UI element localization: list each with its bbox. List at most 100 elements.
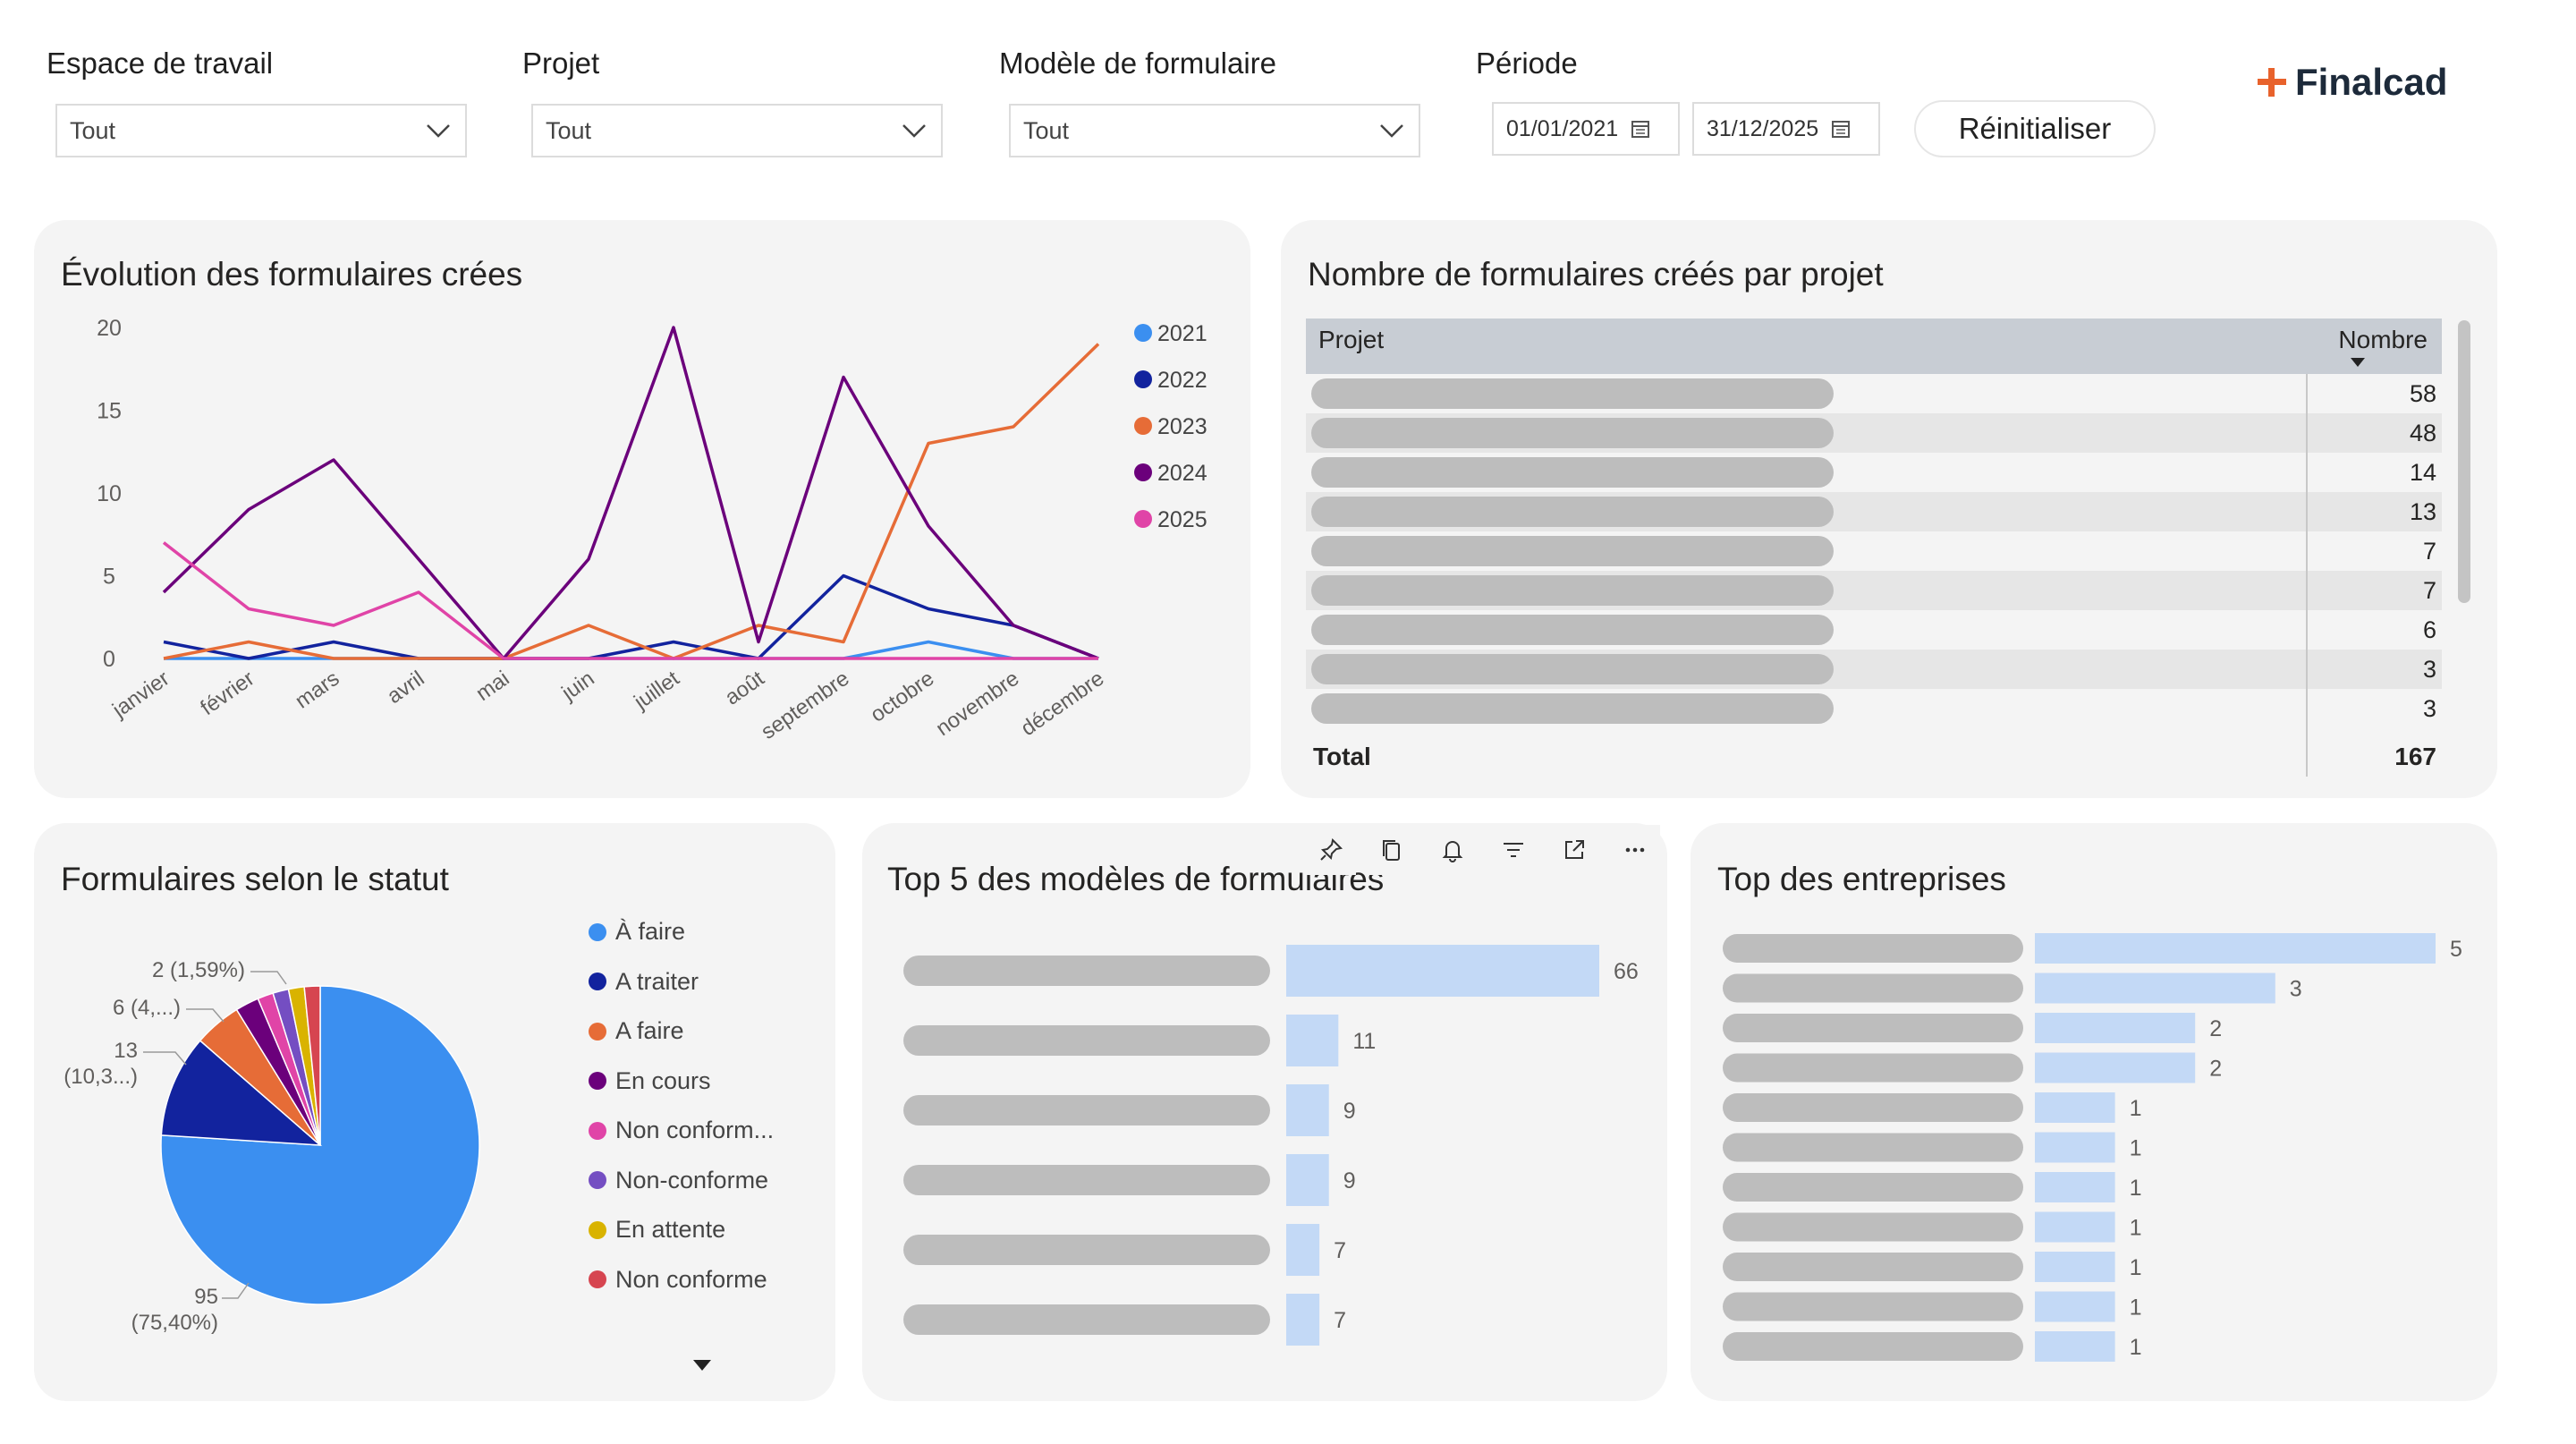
legend-label: A faire <box>615 1017 684 1044</box>
col-count-header[interactable]: Nombre <box>2338 326 2428 353</box>
table-scrollbar[interactable] <box>2458 320 2470 603</box>
table-row[interactable]: 13 <box>1306 492 2442 531</box>
bar[interactable] <box>1286 1015 1339 1066</box>
form-model-select-value: Tout <box>1023 116 1070 144</box>
row-count: 7 <box>2422 538 2436 565</box>
redacted-category-label <box>903 1165 1270 1195</box>
evolution-card: Évolution des formulaires crées 0 5 10 15 20… <box>34 220 1250 798</box>
pie-label-percent: (75,40%) <box>131 1311 218 1335</box>
bar-value-label: 1 <box>2130 1176 2142 1201</box>
workspace-select-value: Tout <box>70 116 116 144</box>
bar[interactable] <box>2035 1211 2115 1243</box>
bar[interactable] <box>2035 973 2275 1004</box>
more-options-button[interactable] <box>1610 825 1660 875</box>
legend-label: Non-conforme <box>615 1166 769 1193</box>
sort-desc-icon[interactable] <box>2349 356 2367 369</box>
bar[interactable] <box>2035 1252 2115 1282</box>
redacted-category-label <box>1723 1253 2023 1281</box>
bar[interactable] <box>1286 1224 1320 1276</box>
redacted-project-name <box>1311 693 1834 724</box>
row-count: 14 <box>2409 459 2436 486</box>
pie-label-count: 95 <box>194 1285 218 1309</box>
legend-item[interactable]: À faire <box>589 918 685 946</box>
companies-title: Top des entreprises <box>1717 861 2006 897</box>
project-select[interactable]: Tout <box>531 104 943 157</box>
copy-button[interactable] <box>1367 825 1417 875</box>
logo-text: Finalcad <box>2295 61 2448 103</box>
redacted-project-name <box>1311 615 1834 645</box>
redacted-project-name <box>1311 457 1834 488</box>
legend-item[interactable]: A faire <box>589 1017 684 1045</box>
bar[interactable] <box>1286 1084 1329 1136</box>
legend-item[interactable]: Non conforme <box>589 1266 767 1294</box>
leader-line <box>143 1051 187 1066</box>
legend-label: 2022 <box>1157 368 1208 393</box>
legend-dot <box>589 1121 606 1140</box>
bar[interactable] <box>2035 1132 2115 1163</box>
table-row[interactable]: 48 <box>1306 413 2442 453</box>
per-project-title: Nombre de formulaires créés par projet <box>1308 256 1884 293</box>
form-model-select[interactable]: Tout <box>1009 104 1420 157</box>
legend-label: 2023 <box>1157 414 1208 439</box>
redacted-category-label <box>1723 1093 2023 1122</box>
status-card: Formulaires selon le statut 95 (75,40%) 13… <box>34 823 835 1401</box>
bar[interactable] <box>2035 1052 2196 1083</box>
series-line-2022 <box>163 573 1099 660</box>
x-tick-label: février <box>196 667 258 720</box>
form-model-filter-label: Modèle de formulaire <box>999 47 1276 80</box>
bar-value-label: 5 <box>2450 937 2462 962</box>
companies-card: Top des entreprises 5 3 2 2 1 1 1 1 1 1 1 <box>1690 823 2497 1401</box>
redacted-category-label <box>1723 1014 2023 1042</box>
bar-value-label: 3 <box>2290 977 2302 1002</box>
legend-label: En attente <box>615 1216 726 1243</box>
table-row[interactable]: 3 <box>1306 689 2442 728</box>
period-start-value: 01/01/2021 <box>1506 115 1619 141</box>
period-end-date[interactable]: 31/12/2025 <box>1692 102 1880 156</box>
bar[interactable] <box>2035 1092 2115 1123</box>
bar-value-label: 9 <box>1343 1099 1356 1124</box>
table-row[interactable]: 3 <box>1306 650 2442 689</box>
bar[interactable] <box>2035 1172 2115 1202</box>
bar[interactable] <box>2035 1331 2115 1362</box>
bar[interactable] <box>1286 1154 1329 1206</box>
table-row[interactable]: 7 <box>1306 531 2442 571</box>
bar-value-label: 2 <box>2209 1057 2222 1082</box>
legend-item[interactable]: A traiter <box>589 968 699 996</box>
pin-button[interactable] <box>1306 825 1356 875</box>
table-row[interactable]: 14 <box>1306 453 2442 492</box>
table-row[interactable]: 7 <box>1306 571 2442 610</box>
focus-mode-button[interactable] <box>1549 825 1599 875</box>
row-count: 3 <box>2422 656 2436 683</box>
bar[interactable] <box>2035 933 2436 964</box>
bar[interactable] <box>2035 1013 2196 1043</box>
filter-button[interactable] <box>1488 825 1538 875</box>
bar[interactable] <box>1286 945 1599 997</box>
col-project-header[interactable]: Projet <box>1318 326 1385 353</box>
legend-item[interactable]: En cours <box>589 1067 711 1095</box>
y-tick-label: 10 <box>97 481 122 506</box>
pie-slice <box>160 985 480 1305</box>
legend-scroll-down-icon[interactable] <box>691 1356 714 1374</box>
workspace-select[interactable]: Tout <box>55 104 467 157</box>
bar-value-label: 7 <box>1334 1238 1346 1263</box>
bar-value-label: 9 <box>1343 1168 1356 1193</box>
x-tick-label: avril <box>383 667 429 709</box>
pie-chart: 95(75,40%) 13(10,3...) 6 (4,...) 2 (1,59%) <box>64 958 480 1335</box>
expand-icon <box>1565 840 1584 859</box>
y-tick-label: 15 <box>97 399 122 424</box>
top5-card: Top 5 des modèles de formulaires 66 11 9 9 7… <box>862 823 1667 1401</box>
period-start-date[interactable]: 01/01/2021 <box>1492 102 1680 156</box>
alert-button[interactable] <box>1428 825 1478 875</box>
legend-label: 2025 <box>1157 507 1208 532</box>
table-row[interactable]: 58 <box>1306 374 2442 413</box>
legend-item[interactable]: En attente <box>589 1216 725 1244</box>
legend-item[interactable]: Non conform... <box>589 1117 774 1144</box>
redacted-category-label <box>903 1025 1270 1056</box>
table-row[interactable]: 6 <box>1306 610 2442 650</box>
legend-dot <box>589 1072 606 1090</box>
reset-button[interactable]: Réinitialiser <box>1914 100 2156 157</box>
per-project-card: Nombre de formulaires créés par projet P… <box>1281 220 2497 798</box>
legend-item[interactable]: Non-conforme <box>589 1167 768 1194</box>
bar[interactable] <box>1286 1294 1320 1346</box>
bar[interactable] <box>2035 1291 2115 1322</box>
